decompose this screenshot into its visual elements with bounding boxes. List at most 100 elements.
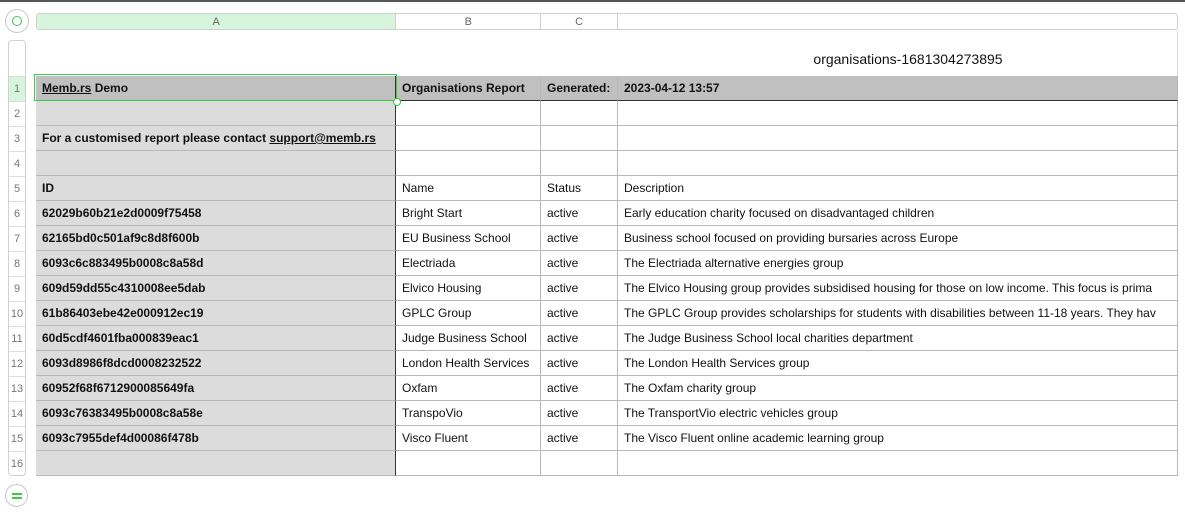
row-header-9[interactable]: 9 [9, 276, 25, 301]
memb-rs-link[interactable]: Memb.rs [42, 81, 92, 95]
cell-id[interactable]: 60d5cdf4601fba000839eac1 [36, 326, 396, 351]
cell-name[interactable]: Visco Fluent [396, 426, 541, 451]
cell-status[interactable]: active [541, 326, 618, 351]
cell-status[interactable]: active [541, 251, 618, 276]
cell-b3[interactable] [396, 126, 541, 151]
cell-c3[interactable] [541, 126, 618, 151]
row-header-16[interactable]: 16 [9, 451, 25, 475]
cell-description[interactable]: The Electriada alternative energies grou… [618, 251, 1178, 276]
table-row [36, 101, 1178, 126]
table-row: 6093c6c883495b0008c8a58d Electriada active… [36, 251, 1178, 276]
cell-status[interactable]: active [541, 401, 618, 426]
cell-a1[interactable]: Memb.rs Demo [36, 76, 396, 101]
cell-a2[interactable] [36, 101, 396, 126]
cell-id[interactable]: 60952f68f6712900085649fa [36, 376, 396, 401]
row-header-8[interactable]: 8 [9, 251, 25, 276]
cell-id[interactable]: 6093d8986f8dcd0008232522 [36, 351, 396, 376]
cell-description[interactable]: The Oxfam charity group [618, 376, 1178, 401]
cell-name[interactable]: Elvico Housing [396, 276, 541, 301]
row-header-7[interactable]: 7 [9, 226, 25, 251]
cell-description[interactable]: Business school focused on providing bur… [618, 226, 1178, 251]
table-row [36, 151, 1178, 176]
table-row: Memb.rs Demo Organisations Report Genera… [36, 76, 1178, 101]
header-id[interactable]: ID [36, 176, 396, 201]
cell-a3[interactable]: For a customised report please contact s… [36, 126, 396, 151]
cell-description[interactable]: The TransportVio electric vehicles group [618, 401, 1178, 426]
row-header-1[interactable]: 1 [9, 76, 25, 101]
cell-id[interactable]: 6093c7955def4d00086f478b [36, 426, 396, 451]
cell-id[interactable]: 61b86403ebe42e000912ec19 [36, 301, 396, 326]
column-header-a[interactable]: A [37, 14, 397, 29]
row-header-12[interactable]: 12 [9, 351, 25, 376]
row-header-5[interactable]: 5 [9, 176, 25, 201]
cell-d16[interactable] [618, 451, 1178, 476]
cell-name[interactable]: Oxfam [396, 376, 541, 401]
cell-name[interactable]: London Health Services [396, 351, 541, 376]
cell-b1[interactable]: Organisations Report [396, 76, 541, 101]
row-header-15[interactable]: 15 [9, 426, 25, 451]
table-row: 62029b60b21e2d0009f75458 Bright Start acti… [36, 201, 1178, 226]
cell-description[interactable]: The Elvico Housing group provides subsid… [618, 276, 1178, 301]
cell-b16[interactable] [396, 451, 541, 476]
row-header-14[interactable]: 14 [9, 401, 25, 426]
cell-c1[interactable]: Generated: [541, 76, 618, 101]
row-header-4[interactable]: 4 [9, 151, 25, 176]
column-header-b[interactable]: B [396, 14, 542, 29]
selection-resize-handle[interactable] [393, 98, 401, 106]
cell-b4[interactable] [396, 151, 541, 176]
row-header-11[interactable]: 11 [9, 326, 25, 351]
table-row: 6093d8986f8dcd0008232522 London Health Se… [36, 351, 1178, 376]
cell-d1[interactable]: 2023-04-12 13:57 [618, 76, 1178, 101]
cell-c4[interactable] [541, 151, 618, 176]
cell-description[interactable]: The London Health Services group [618, 351, 1178, 376]
cell-name[interactable]: TranspoVio [396, 401, 541, 426]
window-top-border [0, 0, 1185, 2]
header-status[interactable]: Status [541, 176, 618, 201]
column-header-d[interactable] [618, 14, 1177, 29]
table-row: 6093c7955def4d00086f478b Visco Fluent acti… [36, 426, 1178, 451]
cell-name[interactable]: EU Business School [396, 226, 541, 251]
cell-status[interactable]: active [541, 426, 618, 451]
row-header-13[interactable]: 13 [9, 376, 25, 401]
cell-id[interactable]: 62165bd0c501af9c8d8f600b [36, 226, 396, 251]
cell-status[interactable]: active [541, 376, 618, 401]
cell-status[interactable]: active [541, 276, 618, 301]
cell-id[interactable]: 62029b60b21e2d0009f75458 [36, 201, 396, 226]
cell-d3[interactable] [618, 126, 1178, 151]
row-header-6[interactable]: 6 [9, 201, 25, 226]
column-header-c[interactable]: C [541, 14, 618, 29]
cell-c16[interactable] [541, 451, 618, 476]
table-row: 60d5cdf4601fba000839eac1 Judge Business S… [36, 326, 1178, 351]
support-email-link[interactable]: support@memb.rs [269, 131, 376, 145]
column-header-bar: A B C [36, 13, 1178, 30]
add-row-button[interactable] [5, 484, 28, 507]
cell-id[interactable]: 609d59dd55c4310008ee5dab [36, 276, 396, 301]
cell-id[interactable]: 6093c6c883495b0008c8a58d [36, 251, 396, 276]
cell-a4[interactable] [36, 151, 396, 176]
select-table-button[interactable] [5, 9, 29, 33]
cell-description[interactable]: The Judge Business School local charitie… [618, 326, 1178, 351]
header-name[interactable]: Name [396, 176, 541, 201]
cell-status[interactable]: active [541, 351, 618, 376]
row-header-3[interactable]: 3 [9, 126, 25, 151]
cell-name[interactable]: Judge Business School [396, 326, 541, 351]
cell-c2[interactable] [541, 101, 618, 126]
cell-name[interactable]: GPLC Group [396, 301, 541, 326]
cell-description[interactable]: The Visco Fluent online academic learnin… [618, 426, 1178, 451]
cell-status[interactable]: active [541, 201, 618, 226]
cell-a16[interactable] [36, 451, 396, 476]
row-header-2[interactable]: 2 [9, 101, 25, 126]
cell-d2[interactable] [618, 101, 1178, 126]
row-header-10[interactable]: 10 [9, 301, 25, 326]
cell-id[interactable]: 6093c76383495b0008c8a58e [36, 401, 396, 426]
cell-status[interactable]: active [541, 226, 618, 251]
cell-name[interactable]: Electriada [396, 251, 541, 276]
cell-status[interactable]: active [541, 301, 618, 326]
cell-name[interactable]: Bright Start [396, 201, 541, 226]
cell-description[interactable]: The GPLC Group provides scholarships for… [618, 301, 1178, 326]
table-row: 62165bd0c501af9c8d8f600b EU Business Scho… [36, 226, 1178, 251]
cell-b2[interactable] [396, 101, 541, 126]
header-description[interactable]: Description [618, 176, 1178, 201]
cell-description[interactable]: Early education charity focused on disad… [618, 201, 1178, 226]
cell-d4[interactable] [618, 151, 1178, 176]
